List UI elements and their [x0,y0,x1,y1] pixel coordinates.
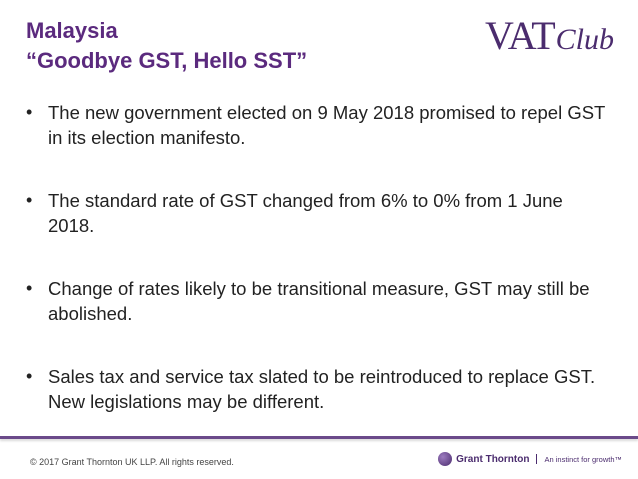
vatclub-logo: VATClub [485,12,614,59]
grant-thornton-icon [438,452,453,466]
bullet-item: • The standard rate of GST changed from … [26,188,606,238]
vatclub-logo-vat: VAT [485,13,556,58]
bullet-item: • Sales tax and service tax slated to be… [26,364,606,414]
vatclub-logo-club: Club [555,23,614,56]
copyright-text: © 2017 Grant Thornton UK LLP. All rights… [30,457,234,467]
logo-separator [536,454,538,464]
bullet-text: Sales tax and service tax slated to be r… [48,366,596,412]
slide-title: Malaysia “Goodbye GST, Hello SST” [26,16,307,76]
bullet-dot: • [26,366,33,386]
bullet-text: The new government elected on 9 May 2018… [48,102,606,148]
bullet-list: • The new government elected on 9 May 20… [26,100,606,452]
bullet-dot: • [26,190,33,210]
footer-divider [0,436,638,439]
grant-thornton-tagline: An instinct for growth™ [544,454,622,464]
bullet-text: Change of rates likely to be transitiona… [48,278,590,324]
grant-thornton-logo: Grant Thornton An instinct for growth™ [438,452,622,466]
bullet-dot: • [26,278,33,298]
bullet-item: • The new government elected on 9 May 20… [26,100,606,150]
slide-title-line-2: “Goodbye GST, Hello SST” [26,48,308,73]
bullet-dot: • [26,102,33,122]
slide-title-line-1: Malaysia [26,18,118,43]
grant-thornton-name: Grant Thornton [456,453,530,465]
bullet-text: The standard rate of GST changed from 6%… [48,190,563,236]
bullet-item: • Change of rates likely to be transitio… [26,276,606,326]
